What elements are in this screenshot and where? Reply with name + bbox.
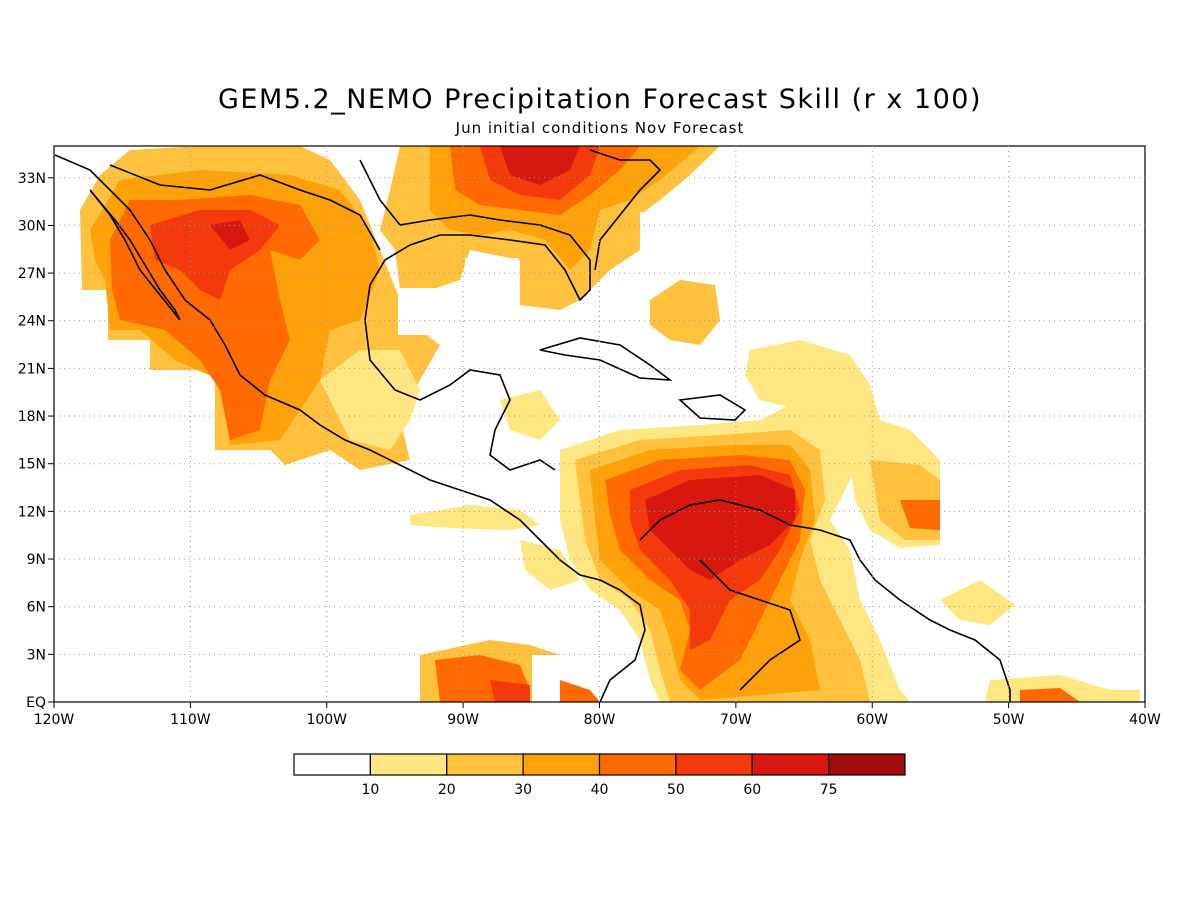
lat-tick-label: 3N bbox=[27, 647, 46, 663]
coastline-us-east bbox=[589, 149, 662, 271]
border-us-mexico bbox=[109, 164, 381, 251]
lon-tick-label: 80W bbox=[584, 712, 616, 728]
skill-shading bbox=[80, 146, 1145, 702]
colorbar-swatch bbox=[293, 753, 371, 776]
colorbar-swatch bbox=[751, 753, 830, 776]
colorbar-label: 10 bbox=[361, 782, 379, 798]
skill-area-bahamas bbox=[650, 280, 720, 345]
colorbar-swatch bbox=[522, 753, 601, 776]
skill-area-centralam-light bbox=[410, 505, 540, 530]
lat-tick-label: 27N bbox=[18, 266, 46, 282]
lon-tick-label: 60W bbox=[856, 712, 888, 728]
longitude-labels: 120W 110W 100W 90W 80W 70W 60W 50W 40W bbox=[34, 712, 1161, 728]
coastline-pacific-mexico bbox=[54, 154, 646, 702]
skill-area-honduras-light bbox=[520, 540, 580, 590]
coastline-northern-south-america bbox=[639, 499, 1011, 702]
lon-tick-label: 120W bbox=[34, 712, 75, 728]
skill-gap-gulf-2 bbox=[465, 258, 518, 290]
coastline-baja bbox=[89, 189, 181, 321]
lon-tick-label: 100W bbox=[306, 712, 347, 728]
colorbar-label: 40 bbox=[591, 782, 609, 798]
skill-area-mexico-peak bbox=[150, 210, 280, 300]
lon-tick-label: 90W bbox=[447, 712, 479, 728]
colorbar-swatch bbox=[675, 753, 753, 776]
lat-tick-label: 9N bbox=[27, 552, 46, 568]
colorbar-swatch bbox=[446, 753, 524, 776]
colorbar-label: 20 bbox=[438, 782, 456, 798]
skill-area-seus-core bbox=[500, 146, 580, 185]
lat-tick-label: 12N bbox=[18, 504, 46, 520]
colorbar-label: 75 bbox=[820, 782, 838, 798]
lon-tick-label: 70W bbox=[720, 712, 752, 728]
colorbar-label: 50 bbox=[667, 782, 685, 798]
colorbar-swatch bbox=[828, 753, 906, 776]
lat-tick-label: 15N bbox=[18, 457, 46, 473]
lat-tick-label: 18N bbox=[18, 409, 46, 425]
skill-area-atlantic-high bbox=[900, 500, 940, 530]
skill-area-epac-high bbox=[490, 680, 530, 702]
skill-area-nsa-core bbox=[645, 475, 795, 580]
lat-tick-label: 21N bbox=[18, 361, 46, 377]
chart-title: GEM5.2_NEMO Precipitation Forecast Skill… bbox=[218, 84, 982, 115]
coastline-cuba bbox=[539, 337, 673, 381]
colorbar-swatch bbox=[598, 753, 677, 776]
coastline-gulf-mexico bbox=[359, 159, 591, 471]
skill-gap-epac bbox=[532, 655, 560, 702]
skill-area-gulf-light bbox=[320, 350, 420, 450]
graticule bbox=[48, 146, 1146, 708]
coastlines bbox=[54, 149, 1011, 702]
colorbar-labels: 10 20 30 40 50 60 75 bbox=[361, 782, 837, 798]
colorbar-label: 30 bbox=[514, 782, 532, 798]
lat-tick-label: 30N bbox=[18, 218, 46, 234]
lon-tick-label: 40W bbox=[1129, 712, 1161, 728]
colorbar-label: 60 bbox=[743, 782, 761, 798]
lat-tick-label: 33N bbox=[18, 171, 46, 187]
lon-tick-label: 50W bbox=[993, 712, 1025, 728]
border-venezuela bbox=[699, 559, 801, 691]
skill-area-yucatan-light bbox=[500, 390, 560, 440]
chart-subtitle: Jun initial conditions Nov Forecast bbox=[455, 119, 745, 137]
lat-tick-label: 24N bbox=[18, 314, 46, 330]
skill-gap-atlantic bbox=[640, 212, 1145, 257]
coastline-hispaniola bbox=[678, 394, 747, 421]
lat-tick-label: EQ bbox=[26, 695, 46, 711]
colorbar bbox=[293, 753, 906, 776]
skill-area-mexico-core bbox=[210, 220, 250, 250]
latitude-labels: EQ 3N 6N 9N 12N 15N 18N 21N 24N 27N 30N 33N bbox=[18, 171, 46, 711]
lat-tick-label: 6N bbox=[27, 600, 46, 616]
skill-area-guianas-light bbox=[940, 580, 1015, 625]
skill-area-amazon-mouth-mid bbox=[1020, 688, 1080, 702]
skill-area-galapagos bbox=[560, 680, 600, 702]
lon-tick-label: 110W bbox=[170, 712, 211, 728]
colorbar-swatch bbox=[369, 753, 448, 776]
skill-gap-gulf bbox=[398, 288, 518, 335]
